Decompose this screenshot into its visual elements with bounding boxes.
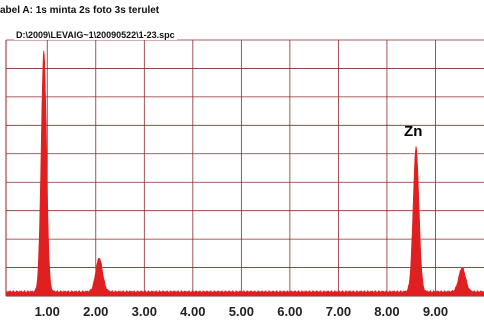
peak-point bbox=[415, 147, 417, 149]
x-tick-label: 7.00 bbox=[326, 304, 351, 319]
x-tick-label: 2.00 bbox=[83, 304, 108, 319]
spectrum-series bbox=[5, 50, 484, 297]
file-path: D:\2009\LEVAIG~1\20090522\1-23.spc bbox=[14, 30, 177, 40]
peak-label: Zn bbox=[404, 123, 422, 140]
x-tick-label: 1.00 bbox=[35, 304, 60, 319]
peak-point bbox=[43, 50, 45, 52]
x-tick-label: 5.00 bbox=[229, 304, 254, 319]
chart-labels: Zn 1.00 2.00 3.00 4.00 5.00 6.00 7.00 8.00 9.00 bbox=[35, 123, 449, 319]
x-tick-label: 6.00 bbox=[277, 304, 302, 319]
x-tick-label: 8.00 bbox=[374, 304, 399, 319]
spectrum-label: abel A: 1s minta 2s foto 3s terulet bbox=[0, 5, 160, 16]
peak-point bbox=[461, 267, 463, 269]
chart-grid bbox=[5, 39, 484, 297]
peak-point bbox=[98, 258, 100, 260]
x-tick-label: 3.00 bbox=[132, 304, 157, 319]
spectrum-area bbox=[5, 50, 484, 297]
x-tick-label: 4.00 bbox=[180, 304, 205, 319]
x-tick-label: 9.00 bbox=[423, 304, 448, 319]
